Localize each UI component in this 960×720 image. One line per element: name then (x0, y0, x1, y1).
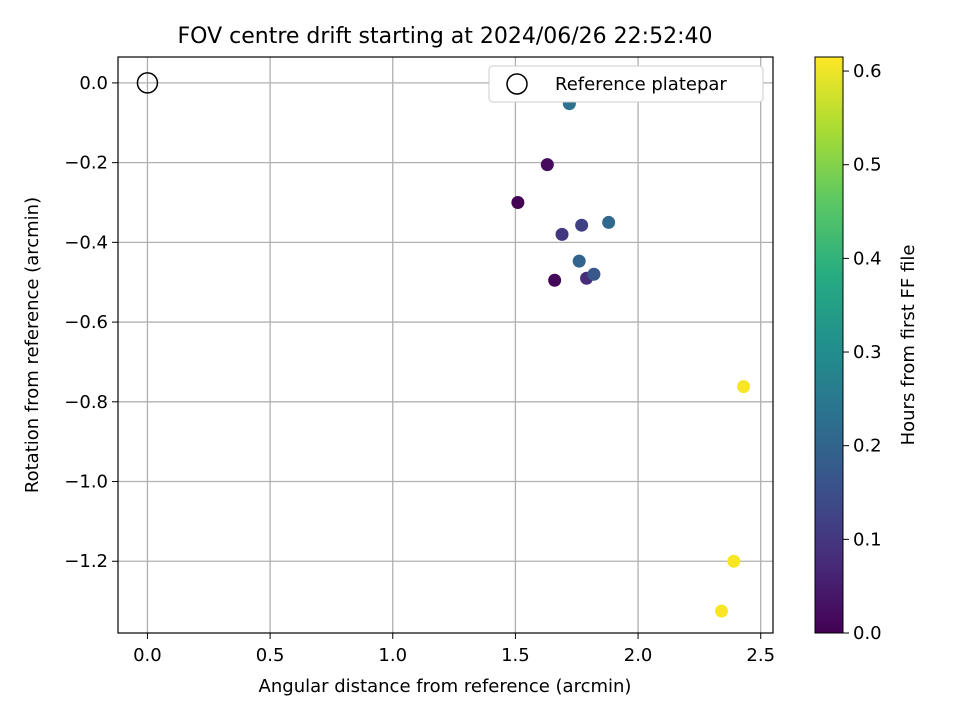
data-point (555, 227, 569, 241)
chart-title: FOV centre drift starting at 2024/06/26 … (178, 24, 713, 49)
y-tick-label: −0.4 (64, 232, 108, 253)
data-point (714, 604, 728, 618)
x-tick-label: 0.5 (256, 645, 285, 666)
colorbar-tick-label: 0.4 (853, 248, 882, 269)
y-tick-label: 0.0 (79, 73, 108, 94)
x-tick-label: 1.5 (501, 645, 530, 666)
y-axis-ticks: 0.0 −0.2 −0.4 −0.6 −0.8 −1.0 −1.2 (64, 73, 118, 572)
x-tick-label: 2.0 (624, 645, 653, 666)
data-point (572, 254, 586, 268)
x-axis-ticks: 0.0 0.5 1.0 1.5 2.0 2.5 (133, 633, 775, 666)
legend-box (488, 65, 764, 103)
plot-frame (117, 56, 774, 634)
data-point (727, 554, 741, 568)
x-axis-label: Angular distance from reference (arcmin) (259, 676, 632, 697)
colorbar-ticks: 0.0 0.1 0.2 0.3 0.4 0.5 0.6 (843, 61, 882, 644)
data-point (602, 215, 616, 229)
y-tick-label: −0.8 (64, 392, 108, 413)
y-tick-label: −1.2 (64, 551, 108, 572)
data-point (737, 380, 751, 394)
colorbar-tick-label: 0.1 (853, 529, 882, 550)
reference-point (136, 72, 159, 94)
data-points (136, 72, 751, 618)
data-point (587, 267, 601, 281)
y-axis-label: Rotation from reference (arcmin) (22, 197, 43, 493)
colorbar-tick-label: 0.6 (853, 61, 882, 82)
data-point (511, 195, 525, 209)
x-tick-label: 1.0 (378, 645, 407, 666)
data-point (548, 273, 562, 287)
x-tick-label: 0.0 (133, 645, 162, 666)
data-point (575, 218, 589, 232)
y-tick-label: −0.6 (64, 312, 108, 333)
colorbar-tick-label: 0.3 (853, 342, 882, 363)
y-tick-label: −1.0 (64, 472, 108, 493)
legend: Reference platepar (488, 65, 764, 103)
data-point (540, 158, 554, 172)
colorbar-tick-label: 0.5 (853, 155, 882, 176)
legend-label-reference: Reference platepar (555, 74, 727, 95)
colorbar-label: Hours from first FF file (898, 245, 919, 446)
y-tick-label: −0.2 (64, 153, 108, 174)
colorbar-tick-label: 0.0 (853, 623, 882, 644)
x-tick-label: 2.5 (746, 645, 775, 666)
grid-lines (118, 57, 773, 633)
colorbar (814, 56, 844, 634)
colorbar-tick-label: 0.2 (853, 436, 882, 457)
legend-marker-reference (506, 73, 528, 95)
